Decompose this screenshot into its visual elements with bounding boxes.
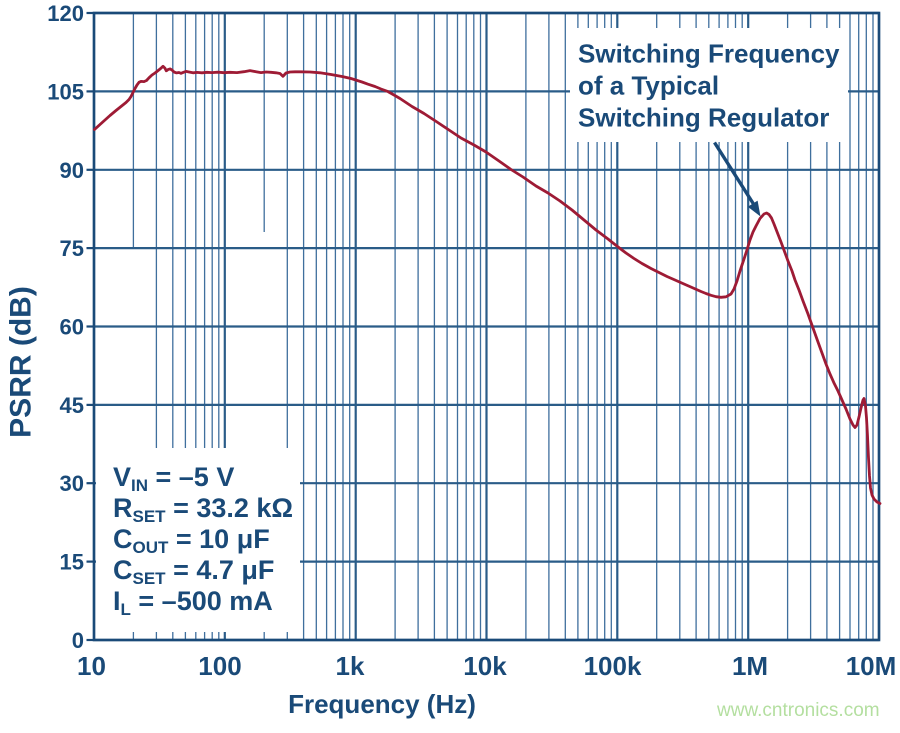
svg-text:105: 105 xyxy=(47,79,84,104)
svg-text:Frequency (Hz): Frequency (Hz) xyxy=(288,689,476,719)
svg-text:100: 100 xyxy=(198,651,241,681)
svg-text:30: 30 xyxy=(60,471,84,496)
svg-text:0: 0 xyxy=(72,628,84,653)
svg-text:45: 45 xyxy=(60,393,84,418)
svg-text:60: 60 xyxy=(60,315,84,340)
svg-text:PSRR (dB): PSRR (dB) xyxy=(5,286,38,438)
svg-text:10M: 10M xyxy=(846,651,897,681)
svg-text:Switching Regulator: Switching Regulator xyxy=(578,103,829,133)
svg-text:www.cntronics.com: www.cntronics.com xyxy=(716,700,880,721)
svg-text:CSET = 4.7 μF: CSET = 4.7 μF xyxy=(113,555,274,588)
svg-text:1M: 1M xyxy=(732,651,768,681)
svg-text:10: 10 xyxy=(77,651,106,681)
svg-text:of a Typical: of a Typical xyxy=(578,71,719,101)
svg-text:90: 90 xyxy=(60,158,84,183)
svg-text:120: 120 xyxy=(47,1,84,26)
svg-text:10k: 10k xyxy=(463,651,507,681)
svg-text:Switching Frequency: Switching Frequency xyxy=(578,39,840,69)
svg-text:75: 75 xyxy=(60,236,84,261)
svg-text:15: 15 xyxy=(60,550,84,575)
svg-text:1k: 1k xyxy=(336,651,365,681)
svg-text:100k: 100k xyxy=(584,651,642,681)
svg-text:IL = –500 mA: IL = –500 mA xyxy=(113,586,273,619)
